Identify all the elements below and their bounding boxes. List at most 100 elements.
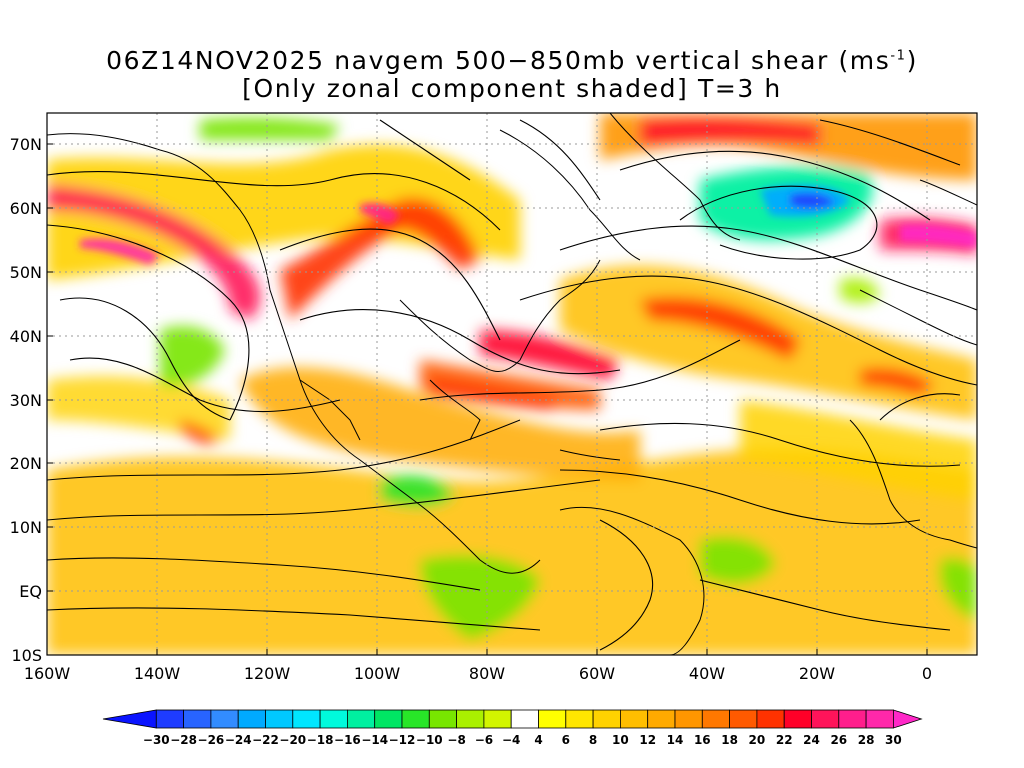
lat-tick-label: 40N [10,327,42,346]
colorbar-label: −14 [361,733,388,747]
colorbar-swatch [102,709,157,729]
colorbar-label: 22 [776,733,793,747]
coastline [559,506,705,655]
colorbar-swatch [647,709,676,729]
streamline [559,225,977,311]
coastline [429,379,481,441]
lat-tick-label: 10S [11,646,42,665]
coastline [299,379,361,441]
colorbar-label: −26 [198,733,225,747]
colorbar-label: 6 [562,733,570,747]
colorbar-label: −10 [416,733,443,747]
shear-jet [430,380,560,410]
colorbar-swatch [893,709,923,729]
shear-area [740,400,977,500]
colorbar-label: 20 [749,733,766,747]
colorbar-swatch [756,709,785,729]
colorbar-swatch [865,709,894,729]
colorbar-swatch [538,709,567,729]
shear-jet [180,420,220,445]
colorbar-swatch [265,709,294,729]
colorbar-label: −12 [389,733,416,747]
lat-tick-label: 10N [10,518,42,537]
shear-shading-layer [47,113,977,655]
coastline [859,289,977,346]
shear-core [900,224,977,248]
longitude-axis: 160W 140W 120W 100W 80W 60W 40W 20W 0 [24,649,932,683]
streamline [599,422,961,467]
lon-tick-label: 20W [799,664,835,683]
streamline [47,224,250,421]
colorbar-label: 18 [721,733,738,747]
colorbar-swatch [401,709,430,729]
lon-tick-label: 80W [469,664,505,683]
coastline [559,449,621,461]
lon-tick-label: 140W [134,664,181,683]
coastline [399,259,601,373]
streamline [679,185,878,260]
colorbar-label: −22 [252,733,279,747]
colorbar-swatch [483,709,512,729]
colorbar-label: 8 [589,733,597,747]
colorbar-swatch [510,709,539,729]
shear-negative [380,475,455,507]
colorbar-label: −30 [143,733,170,747]
colorbar-swatch [346,709,376,729]
streamline [47,479,601,521]
shear-negative [940,558,977,620]
streamline [69,357,341,413]
lon-tick-label: 100W [354,664,401,683]
shear-jet [640,117,820,145]
colorbar-swatch [456,709,485,729]
shear-jet [47,185,261,320]
colorbar-swatch [292,709,321,729]
chart-title-line1: 06Z14NOV2025 navgem 500−850mb vertical s… [106,46,918,75]
colorbar-swatch [183,709,212,729]
colorbar-swatch [237,709,266,729]
shear-core [80,238,160,265]
lat-tick-label: EQ [19,582,42,601]
colorbar-swatch [155,709,185,729]
lon-tick-label: 0 [922,664,932,683]
colorbar-label: 24 [803,733,820,747]
streamline [379,119,471,181]
streamline [299,309,621,375]
streamline [47,557,481,591]
colorbar-swatch [838,709,867,729]
lon-tick-label: 40W [689,664,725,683]
lat-tick-label: 60N [10,199,42,218]
colorbar-label: 14 [667,733,684,747]
shear-area [47,448,977,655]
streamline [819,119,961,166]
colorbar-swatch [783,709,812,729]
shear-jet [860,368,935,395]
colorbar-label: −8 [447,733,465,747]
lat-tick-label: 30N [10,391,42,410]
lon-tick-label: 120W [244,664,291,683]
colorbar-label: −6 [475,733,493,747]
colorbar: −30 −28 −26 −24 −22 −20 −18 −16 −14 −12 −10 −8 −6 −4 4… [102,709,923,747]
lat-tick-label: 20N [10,454,42,473]
coastlines [47,113,977,655]
streamline [419,339,741,401]
colorbar-label: 4 [534,733,542,747]
colorbar-label: −24 [225,733,252,747]
lon-tick-label: 160W [24,664,71,683]
shear-core-layer [80,184,977,265]
coastline [919,179,977,206]
latitude-axis: 70N 60N 50N 40N 30N 20N 10N EQ 10S [10,135,53,665]
colorbar-swatch [729,709,758,729]
colorbar-label: 28 [858,733,875,747]
streamline [619,150,931,221]
colorbar-swatch [565,709,594,729]
colorbar-label: −18 [307,733,334,747]
coastline [849,419,977,549]
shear-area [240,367,640,480]
shear-negative [700,536,775,584]
map-frame [46,112,978,656]
lat-tick-label: 70N [10,135,42,154]
streamline [47,607,541,631]
colorbar-label: 16 [694,733,711,747]
colorbar-label: −4 [502,733,520,747]
